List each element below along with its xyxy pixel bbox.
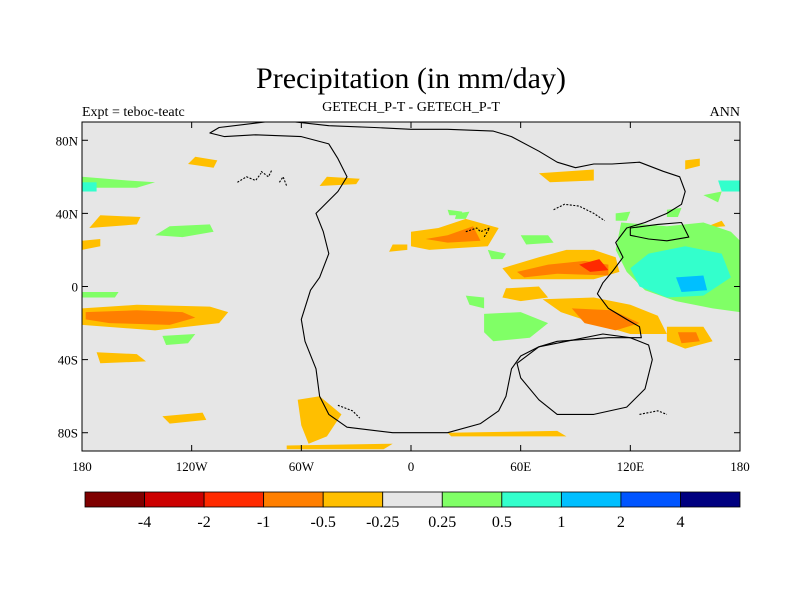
subtitle-right: ANN: [710, 105, 740, 120]
anomaly-patch-30: [487, 249, 506, 260]
anomaly-patch-42: [454, 211, 470, 219]
x-tick-label-2: 60W: [289, 459, 315, 474]
colorbar-box-8: [560, 491, 622, 508]
anomaly-patch-1: [85, 310, 196, 325]
anomaly-patch-27: [82, 292, 119, 298]
anomaly-patch-40: [666, 207, 682, 217]
anomaly-patch-11: [425, 226, 481, 243]
anomaly-patch-23: [685, 158, 700, 170]
coastline-fragment-south-islands: [639, 410, 668, 415]
colorbar-box-2: [203, 491, 265, 508]
colorbar-box-6: [441, 491, 503, 508]
colorbar-box-9: [620, 491, 681, 508]
anomaly-patch-9: [447, 430, 567, 437]
coastline-fragment-mediterranean-islands: [465, 226, 491, 238]
colorbar-label-0: -4: [138, 514, 151, 531]
anomaly-patch-36: [676, 275, 708, 292]
map-layer: [82, 122, 740, 450]
subtitle-left: Expt = teboc-teatc: [82, 105, 185, 120]
coastline-fragment-northeast-islands: [553, 203, 606, 222]
x-axis-ticks: 180 120W 60W 0 60E 120E 180: [72, 122, 750, 474]
anomaly-patch-32: [484, 312, 549, 342]
anomaly-patch-8: [297, 396, 342, 444]
colorbar-label-4: -0.25: [366, 514, 399, 531]
colorbar-label-2: -1: [257, 514, 270, 531]
colorbar-label-8: 2: [617, 514, 625, 531]
x-tick-label-5: 120E: [617, 459, 645, 474]
map-background: [82, 122, 740, 451]
continent-outline-pangaea-main: [209, 122, 686, 434]
anomaly-patch-22: [389, 244, 408, 252]
coastline-fragment-north-islands-mid: [260, 169, 273, 178]
y-axis-ticks: 80N 40N 0 40S 80S: [56, 133, 740, 441]
anomaly-patch-6: [82, 239, 101, 250]
colorbar-label-1: -2: [197, 514, 210, 531]
anomaly-patch-19: [677, 332, 700, 344]
y-tick-label-4: 80S: [58, 426, 78, 441]
anomaly-patch-37: [718, 180, 740, 192]
coastline-fragment-southwest-islands: [337, 404, 361, 419]
continent-outline-southern-landmass: [516, 333, 653, 415]
colorbar: -4 -2 -1 -0.5 -0.25 0.25 0.5 1 2 4: [84, 491, 741, 531]
anomaly-patch-31: [465, 295, 485, 309]
anomaly-patch-26: [155, 224, 214, 238]
plot-title: Precipitation (in mm/day): [256, 62, 566, 95]
y-tick-label-2: 0: [72, 280, 79, 295]
colorbar-label-5: 0.25: [428, 514, 456, 531]
anomaly-patch-2: [96, 352, 146, 364]
anomaly-patch-38: [82, 182, 97, 192]
colorbar-box-1: [144, 491, 205, 508]
anomaly-patch-5: [89, 215, 141, 228]
y-tick-label-3: 40S: [58, 353, 78, 368]
colorbar-box-5: [382, 491, 443, 508]
anomaly-patch-25: [82, 176, 156, 188]
anomaly-patch-7: [286, 443, 393, 450]
x-tick-label-4: 60E: [510, 459, 531, 474]
y-tick-label-1: 40N: [56, 206, 79, 221]
anomaly-patch-20: [538, 169, 594, 183]
anomaly-patch-28: [162, 334, 196, 345]
colorbar-label-6: 0.5: [492, 514, 512, 531]
continent-outline-eastern-island-chain: [629, 221, 690, 242]
colorbar-box-0: [84, 491, 145, 508]
subtitle-center: GETECH_P-T - GETECH_P-T: [322, 100, 500, 115]
anomaly-patch-21: [319, 176, 360, 186]
anomaly-patch-29: [520, 235, 554, 245]
anomaly-patch-17: [571, 308, 640, 331]
colorbar-label-3: -0.5: [311, 514, 336, 531]
anomaly-patch-4: [188, 156, 218, 168]
anomaly-patch-14: [579, 259, 609, 272]
x-tick-label-1: 120W: [176, 459, 209, 474]
colorbar-box-7: [501, 491, 562, 508]
colorbar-box-10: [680, 491, 741, 508]
colorbar-label-7: 1: [557, 514, 565, 531]
y-tick-label-0: 80N: [56, 133, 79, 148]
colorbar-box-4: [322, 491, 384, 508]
anomaly-patch-35: [630, 246, 731, 298]
x-tick-label-0: 180: [72, 459, 92, 474]
anomaly-patch-15: [502, 286, 549, 302]
anomaly-patch-39: [615, 211, 631, 221]
colorbar-box-3: [263, 491, 324, 508]
x-tick-label-3: 0: [408, 459, 415, 474]
coastline-fragment-north-islands-west: [237, 172, 262, 183]
anomaly-patch-3: [162, 412, 207, 424]
colorbar-label-9: 4: [676, 514, 684, 531]
anomaly-patch-41: [703, 191, 722, 203]
x-tick-label-6: 180: [730, 459, 750, 474]
